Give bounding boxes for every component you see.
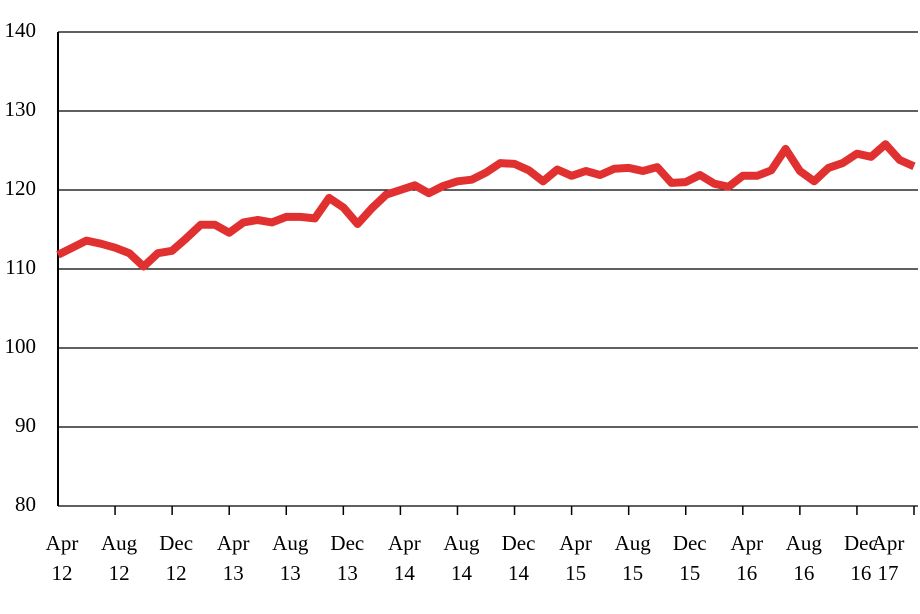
x-tick-label: Apr 14 — [388, 531, 421, 585]
x-tick-label: Apr 12 — [45, 531, 79, 585]
x-tick-label: Dec 15 — [672, 531, 707, 585]
y-tick-label: 80 — [15, 492, 36, 516]
x-tick-label: Apr 13 — [216, 531, 250, 585]
x-tick-label: Dec 16 — [844, 531, 878, 585]
x-tick-label: Aug 14 — [443, 531, 480, 585]
x-tick-label: Dec 12 — [159, 531, 194, 585]
y-tick-label: 140 — [5, 18, 37, 42]
x-tick-label: Apr 17 — [871, 531, 905, 585]
data-line — [56, 140, 916, 271]
x-tick-label: Aug 13 — [272, 531, 309, 585]
x-tick-label: Dec 14 — [501, 531, 536, 585]
x-tick-label: Apr 15 — [559, 531, 592, 585]
x-tick-label: Aug 16 — [785, 531, 822, 585]
y-tick-label: 120 — [5, 176, 37, 200]
y-tick-label: 100 — [5, 334, 37, 358]
x-tick-label: Aug 15 — [614, 531, 651, 585]
x-tick-label: Dec 13 — [330, 531, 365, 585]
x-tick-label: Aug 12 — [100, 531, 138, 585]
y-tick-label: 130 — [5, 97, 37, 121]
y-tick-label: 110 — [5, 255, 36, 279]
x-tick-label: Apr 16 — [730, 531, 764, 585]
y-tick-label: 90 — [15, 413, 36, 437]
